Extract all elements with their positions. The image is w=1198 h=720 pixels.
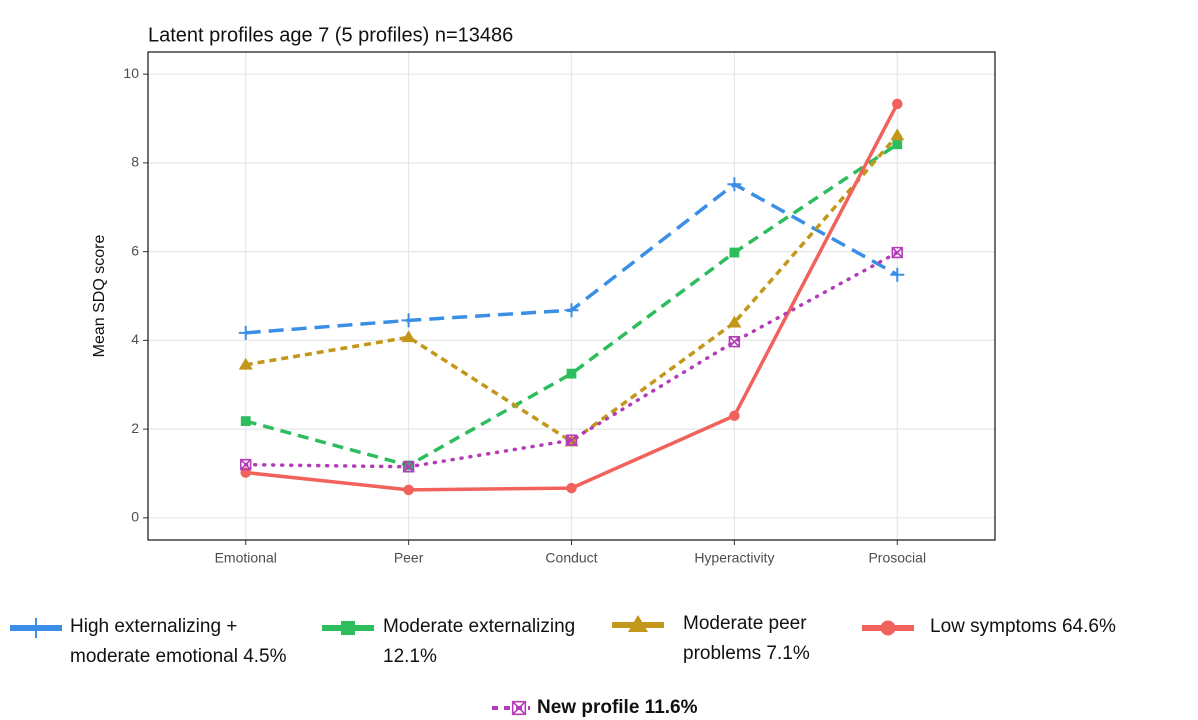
marker — [728, 335, 741, 348]
legend-label: New profile 11.6% — [537, 697, 698, 718]
legend-label: Low symptoms 64.6% — [930, 616, 1116, 637]
marker-shape — [240, 416, 251, 427]
marker-shape — [341, 621, 355, 635]
marker-shape — [240, 458, 252, 471]
marker — [238, 357, 253, 370]
marker — [566, 368, 577, 379]
marker-shape — [564, 303, 579, 318]
legend-label: High externalizing + moderate emotional … — [70, 616, 287, 667]
marker-shape — [729, 247, 740, 258]
marker-shape — [238, 357, 253, 370]
y-tick-label: 4 — [131, 331, 139, 347]
marker — [341, 621, 355, 635]
marker — [240, 458, 252, 471]
marker — [729, 247, 740, 258]
marker-shape — [891, 246, 903, 259]
marker — [565, 434, 578, 446]
marker — [238, 325, 253, 340]
x-tick-label: Peer — [394, 550, 424, 566]
marker-shape — [26, 618, 46, 638]
x-tick-label: Emotional — [215, 550, 277, 566]
y-tick-label: 2 — [131, 420, 139, 436]
marker-shape — [727, 315, 742, 328]
series-line — [245, 134, 899, 444]
marker-shape — [727, 177, 742, 192]
marker-shape — [238, 325, 253, 340]
marker-shape — [566, 482, 577, 494]
marker — [891, 246, 903, 259]
marker-shape — [729, 410, 740, 422]
y-tick-label: 10 — [123, 65, 139, 81]
legend-label: Moderate externalizing 12.1% — [383, 616, 576, 667]
marker — [890, 128, 905, 141]
marker-shape — [565, 434, 578, 446]
marker-shape — [728, 335, 741, 348]
series-line — [243, 250, 900, 469]
marker-shape — [401, 330, 416, 343]
series-line — [245, 142, 899, 468]
y-tick-label: 0 — [131, 509, 139, 525]
x-tick-label: Prosocial — [868, 550, 926, 566]
marker-shape — [880, 620, 896, 636]
marker-shape — [892, 98, 903, 110]
marker-shape — [403, 484, 414, 496]
marker — [890, 267, 905, 282]
marker-shape — [890, 128, 905, 141]
marker — [511, 700, 527, 716]
y-tick-label: 8 — [131, 154, 139, 170]
marker-shape — [628, 615, 648, 632]
marker — [403, 484, 414, 496]
marker-shape — [401, 313, 416, 328]
marker — [240, 416, 251, 427]
marker — [566, 482, 577, 494]
marker-shape — [890, 267, 905, 282]
marker-shape — [892, 139, 903, 150]
marker — [402, 461, 415, 473]
legend-label: Moderate peer problems 7.1% — [683, 613, 810, 664]
marker-shape — [511, 700, 527, 716]
marker — [880, 620, 896, 636]
marker — [564, 303, 579, 318]
marker — [892, 98, 903, 110]
x-tick-label: Conduct — [545, 550, 597, 566]
y-tick-label: 6 — [131, 242, 139, 258]
marker-shape — [566, 368, 577, 379]
chart-title: Latent profiles age 7 (5 profiles) n=134… — [148, 24, 513, 46]
x-tick-label: Hyperactivity — [694, 550, 774, 566]
marker — [892, 139, 903, 150]
marker — [628, 615, 648, 632]
marker — [401, 313, 416, 328]
y-axis-label: Mean SDQ score — [91, 235, 108, 358]
marker — [729, 410, 740, 422]
marker — [26, 618, 46, 638]
marker — [401, 330, 416, 343]
marker — [727, 177, 742, 192]
marker-shape — [402, 461, 415, 473]
marker — [727, 315, 742, 328]
